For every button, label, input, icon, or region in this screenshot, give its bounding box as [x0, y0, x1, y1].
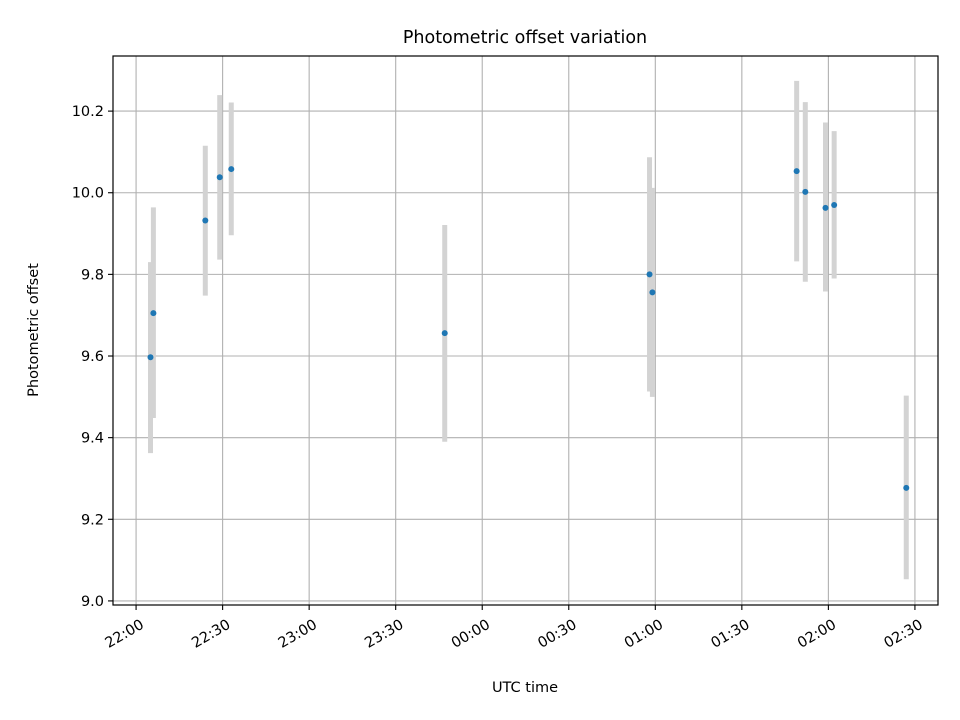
data-point — [216, 174, 223, 181]
data-point — [831, 201, 838, 208]
y-tick-label: 9.4 — [81, 431, 104, 447]
data-point — [147, 354, 154, 361]
chart-title: Photometric offset variation — [403, 28, 647, 48]
data-point — [793, 168, 800, 175]
data-point — [646, 271, 653, 278]
y-tick-label: 10.0 — [72, 186, 104, 202]
data-point — [802, 188, 809, 195]
data-point — [649, 289, 656, 296]
data-point — [202, 217, 209, 224]
y-tick-label: 9.8 — [81, 267, 104, 283]
y-axis: 9.0 9.2 9.4 9.6 9.8 10.0 10.2 — [72, 104, 113, 610]
data-point — [822, 204, 829, 211]
y-tick-label: 10.2 — [72, 104, 104, 120]
plot-area-frame — [112, 55, 939, 606]
data-points — [147, 166, 910, 491]
y-tick-label: 9.6 — [81, 349, 104, 365]
data-point — [150, 310, 157, 317]
y-tick-label: 9.2 — [81, 512, 104, 528]
y-tick-label: 9.0 — [81, 594, 104, 610]
data-point — [441, 330, 448, 337]
x-axis-label: UTC time — [492, 680, 558, 696]
grid — [113, 56, 938, 605]
y-axis-label: Photometric offset — [26, 263, 42, 397]
data-point — [228, 166, 235, 173]
data-point — [903, 484, 910, 491]
